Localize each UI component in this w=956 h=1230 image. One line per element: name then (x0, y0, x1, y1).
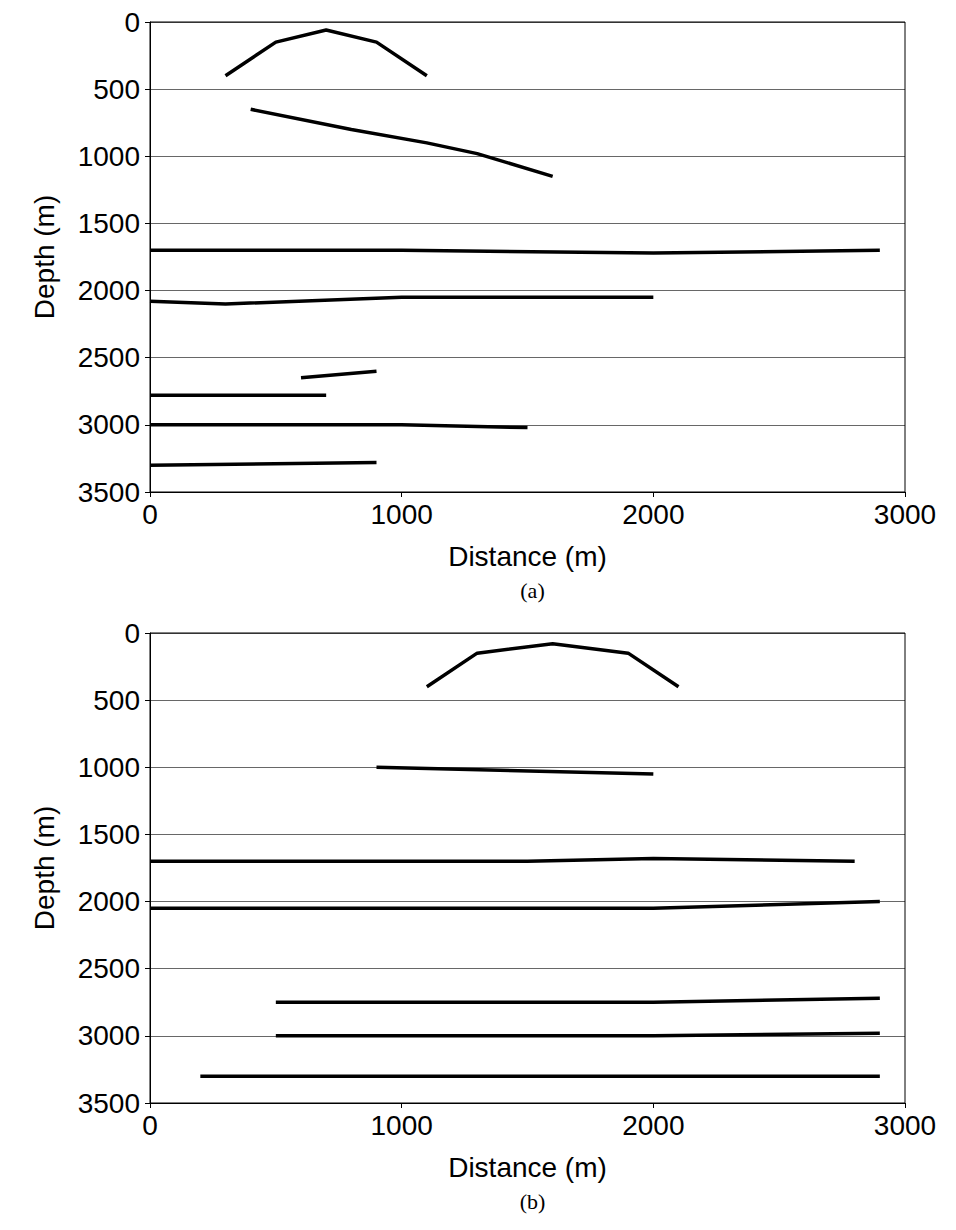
svg-text:2000: 2000 (622, 499, 684, 530)
svg-text:1500: 1500 (78, 819, 140, 850)
svg-text:3000: 3000 (78, 409, 140, 440)
svg-text:3000: 3000 (874, 1110, 936, 1141)
svg-text:2000: 2000 (78, 275, 140, 306)
svg-text:(a): (a) (520, 578, 544, 603)
svg-text:0: 0 (124, 618, 140, 649)
svg-text:2000: 2000 (78, 886, 140, 917)
svg-text:Depth (m): Depth (m) (29, 806, 60, 930)
svg-text:2000: 2000 (622, 1110, 684, 1141)
svg-text:(b): (b) (520, 1189, 546, 1214)
svg-text:500: 500 (93, 685, 140, 716)
svg-text:0: 0 (124, 7, 140, 38)
svg-text:1000: 1000 (78, 752, 140, 783)
svg-text:2500: 2500 (78, 953, 140, 984)
svg-text:3500: 3500 (78, 1088, 140, 1119)
svg-text:Depth (m): Depth (m) (29, 195, 60, 319)
svg-text:Distance (m): Distance (m) (448, 1152, 607, 1183)
svg-text:2500: 2500 (78, 342, 140, 373)
svg-text:0: 0 (142, 499, 158, 530)
svg-text:Distance (m): Distance (m) (448, 541, 607, 572)
svg-text:500: 500 (93, 74, 140, 105)
svg-text:3000: 3000 (874, 499, 936, 530)
svg-text:1000: 1000 (371, 1110, 433, 1141)
svg-text:1500: 1500 (78, 208, 140, 239)
svg-text:0: 0 (142, 1110, 158, 1141)
svg-text:1000: 1000 (78, 141, 140, 172)
svg-text:1000: 1000 (371, 499, 433, 530)
svg-text:3000: 3000 (78, 1020, 140, 1051)
svg-text:3500: 3500 (78, 477, 140, 508)
